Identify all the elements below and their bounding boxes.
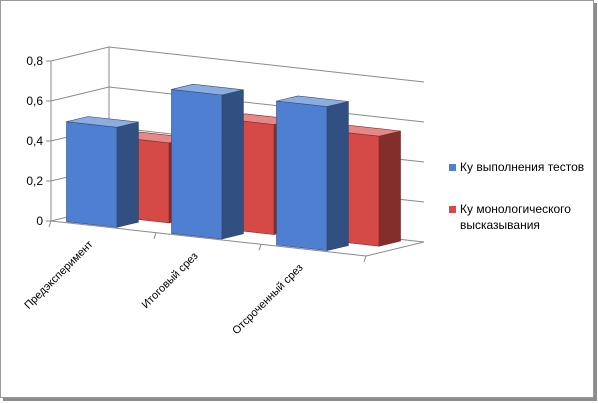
legend-label: Ку монологического xyxy=(460,202,571,216)
y-tick-label: 0,4 xyxy=(26,134,43,148)
x-tick-mark xyxy=(363,255,367,263)
legend: Ку выполнения тестов Ку монологического вы… xyxy=(449,160,584,232)
legend-label: высказывания xyxy=(460,218,540,232)
y-axis-ticks: 0 0,2 0,4 0,6 0,8 xyxy=(26,54,51,228)
category-label: Отсроченный срез xyxy=(230,262,305,337)
bar-tests-1 xyxy=(171,83,244,240)
x-tick-mark xyxy=(48,220,52,228)
x-tick-mark xyxy=(258,244,262,251)
x-axis-categories: Предэксперимент Итоговый срез Отсроченный … xyxy=(22,238,305,337)
bar-tests-0 xyxy=(66,116,139,228)
y-tick-label: 0,6 xyxy=(26,94,43,108)
legend-swatch xyxy=(449,164,456,171)
gridline xyxy=(50,46,425,83)
legend-swatch xyxy=(449,206,456,213)
category-label: Предэксперимент xyxy=(22,238,95,311)
bars xyxy=(66,83,401,251)
floor-right-edge xyxy=(365,241,425,257)
y-tick-label: 0,8 xyxy=(26,54,43,68)
y-tick-label: 0 xyxy=(36,214,43,228)
x-tick-mark xyxy=(153,232,157,239)
category-label: Итоговый срез xyxy=(140,250,201,311)
bar-tests-2 xyxy=(276,95,349,251)
floor-front-edge xyxy=(50,220,367,257)
y-tick-label: 0,2 xyxy=(26,174,43,188)
legend-label: Ку выполнения тестов xyxy=(460,160,584,174)
